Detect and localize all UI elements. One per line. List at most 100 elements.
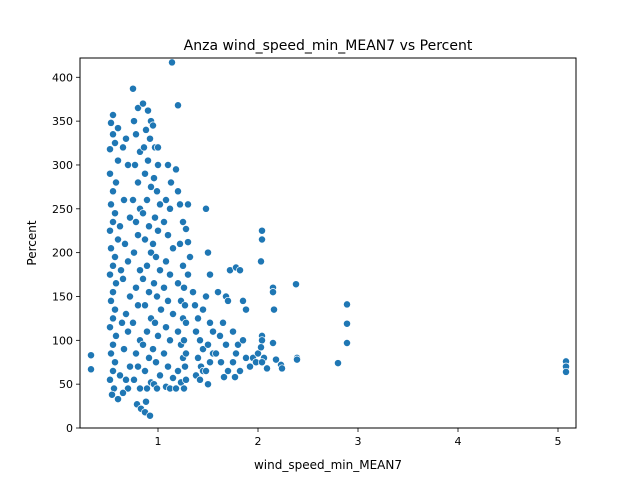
data-point (272, 355, 280, 364)
data-point (152, 253, 160, 261)
y-tick-label: 200 (52, 247, 73, 260)
data-point (204, 380, 212, 389)
data-point (160, 349, 168, 358)
data-point (132, 218, 140, 226)
data-point (189, 288, 197, 297)
data-point (196, 375, 204, 384)
data-point (153, 292, 161, 301)
data-point (164, 161, 172, 169)
data-point (180, 336, 188, 345)
x-axis-label: wind_speed_min_MEAN7 (254, 458, 402, 472)
data-point (160, 283, 168, 292)
data-point (107, 118, 115, 127)
data-point (219, 318, 227, 327)
data-point (153, 384, 161, 393)
data-point (186, 253, 194, 261)
y-axis-ticks: 0 50 100 150 200 250 300 350 400 (52, 71, 80, 435)
data-point (141, 169, 149, 178)
data-point (156, 371, 164, 380)
data-point (111, 139, 119, 147)
y-axis-label: Percent (25, 220, 39, 265)
data-point (144, 156, 152, 165)
data-point (116, 222, 124, 231)
data-point (134, 178, 142, 187)
data-point (120, 345, 128, 354)
data-point (204, 248, 212, 257)
data-point (120, 196, 128, 204)
data-point (145, 288, 153, 297)
data-point (204, 340, 212, 349)
data-point (269, 288, 277, 297)
data-point (194, 353, 202, 362)
data-point (139, 274, 147, 283)
data-point (112, 178, 120, 187)
data-point (141, 367, 149, 375)
data-point (112, 331, 120, 340)
data-point (119, 388, 127, 397)
data-point (184, 270, 192, 279)
x-tick-label: 2 (255, 435, 262, 448)
data-point (236, 367, 244, 375)
data-point (117, 266, 125, 275)
data-point (199, 345, 207, 354)
data-point (343, 319, 351, 328)
data-point (109, 367, 117, 375)
data-point (258, 336, 266, 345)
data-point (142, 125, 150, 134)
data-point (142, 397, 150, 406)
data-point (130, 375, 138, 384)
data-point (109, 340, 117, 349)
data-point (176, 239, 184, 248)
data-point (172, 384, 180, 393)
y-tick-label: 100 (52, 334, 73, 347)
y-tick-label: 400 (52, 71, 73, 84)
data-point (111, 253, 119, 261)
data-point (174, 327, 182, 336)
data-point (334, 359, 342, 368)
data-point (144, 106, 152, 115)
data-point (184, 238, 192, 247)
data-point (232, 349, 240, 358)
data-point (151, 318, 159, 327)
data-point (180, 283, 188, 292)
data-point (164, 296, 172, 305)
data-point (139, 209, 147, 218)
data-point (106, 226, 114, 235)
data-point (146, 134, 154, 143)
data-point (124, 257, 132, 266)
data-point (168, 58, 176, 67)
x-tick-label: 4 (455, 435, 462, 448)
data-point (174, 367, 182, 375)
data-point (111, 209, 119, 218)
data-point (109, 314, 117, 323)
data-point (119, 274, 127, 283)
data-point (174, 101, 182, 110)
data-point (239, 336, 247, 345)
data-point (109, 187, 117, 196)
data-point (263, 364, 271, 373)
y-tick-label: 50 (59, 378, 73, 391)
data-point (143, 261, 151, 270)
data-point (143, 327, 151, 336)
data-point (258, 358, 266, 367)
data-point (132, 283, 140, 292)
data-point (109, 261, 117, 270)
data-point (206, 358, 214, 367)
data-point (212, 349, 220, 358)
data-point (166, 270, 174, 279)
data-point (149, 345, 157, 354)
data-point (184, 200, 192, 209)
data-point (181, 362, 189, 371)
data-point (258, 235, 266, 244)
data-point (107, 349, 115, 358)
data-point (156, 200, 164, 209)
data-point (257, 343, 265, 352)
data-point (141, 301, 149, 310)
data-point (114, 395, 122, 404)
data-point (154, 143, 162, 152)
data-point (114, 124, 122, 133)
data-point (107, 244, 115, 253)
data-point (172, 165, 180, 174)
data-point (224, 296, 232, 305)
data-point (202, 292, 210, 301)
